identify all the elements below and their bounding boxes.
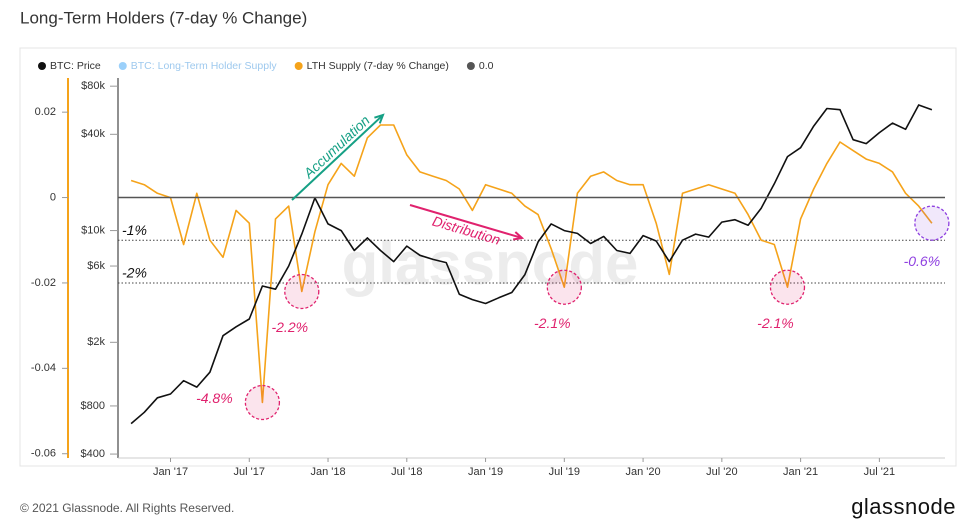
x-tick-label: Jul '17 xyxy=(234,466,265,478)
footer: © 2021 Glassnode. All Rights Reserved. xyxy=(20,501,234,515)
y-tick-label: -0.04 xyxy=(31,362,56,374)
y2-tick-label: $40k xyxy=(81,128,105,140)
x-tick-label: Jul '21 xyxy=(864,466,895,478)
panel xyxy=(19,47,957,467)
legend-label: LTH Supply (7-day % Change) xyxy=(307,60,449,72)
phase-arrowhead xyxy=(512,231,525,241)
legend-swatch xyxy=(118,62,127,70)
x-tick-label: Jul '20 xyxy=(706,466,737,478)
phase-arrowhead xyxy=(374,113,385,124)
legend-label: BTC: Long-Term Holder Supply xyxy=(131,60,278,72)
y2-tick-label: $2k xyxy=(87,336,105,348)
watermark: glassnode xyxy=(342,230,639,297)
legend-swatch xyxy=(38,62,46,70)
annotation-label: -0.6% xyxy=(904,253,941,269)
annotation-circle xyxy=(244,384,281,421)
y2-tick-label: $80k xyxy=(81,80,105,92)
annotation-label: -2.2% xyxy=(271,319,308,335)
x-tick-label: Jul '18 xyxy=(391,466,422,478)
y2-tick-label: $400 xyxy=(81,448,105,460)
x-tick-label: Jan '19 xyxy=(468,466,503,478)
x-tick-label: Jul '19 xyxy=(549,466,580,478)
x-tick-label: Jan '21 xyxy=(783,466,818,478)
annotation-label: -2.1% xyxy=(757,315,794,331)
series-line xyxy=(130,124,933,404)
legend-swatch xyxy=(294,62,303,70)
x-tick-label: Jan '17 xyxy=(153,466,188,478)
legend-swatch xyxy=(466,62,475,70)
legend-label: 0.0 xyxy=(479,60,494,72)
y-tick-label: -0.02 xyxy=(31,277,56,289)
y-tick-label: -0.06 xyxy=(31,448,56,460)
annotation-circle xyxy=(769,269,806,305)
legend-label: BTC: Price xyxy=(50,60,101,72)
y2-tick-label: $6k xyxy=(87,260,105,272)
chart-title: Long-Term Holders (7-day % Change) xyxy=(20,8,307,27)
phase-arrow xyxy=(291,114,384,201)
x-tick-label: Jan '20 xyxy=(626,466,661,478)
annotation-circle xyxy=(914,205,950,241)
y2-tick-label: $10k xyxy=(81,224,105,236)
y2-tick-label: $800 xyxy=(81,400,105,412)
series-line xyxy=(130,104,933,425)
reference-label: -1% xyxy=(122,222,147,238)
brand-logo: glassnode xyxy=(851,494,956,519)
annotation-circle xyxy=(284,273,320,310)
annotation-label: -4.8% xyxy=(196,390,233,406)
y-tick-label: 0 xyxy=(50,191,56,203)
annotation-label: -2.1% xyxy=(534,315,571,331)
phase-arrow xyxy=(409,204,523,239)
y-tick-label: 0.02 xyxy=(35,106,56,118)
x-tick-label: Jan '18 xyxy=(310,466,345,478)
annotation-circle xyxy=(546,269,582,305)
reference-label: -2% xyxy=(122,265,147,281)
